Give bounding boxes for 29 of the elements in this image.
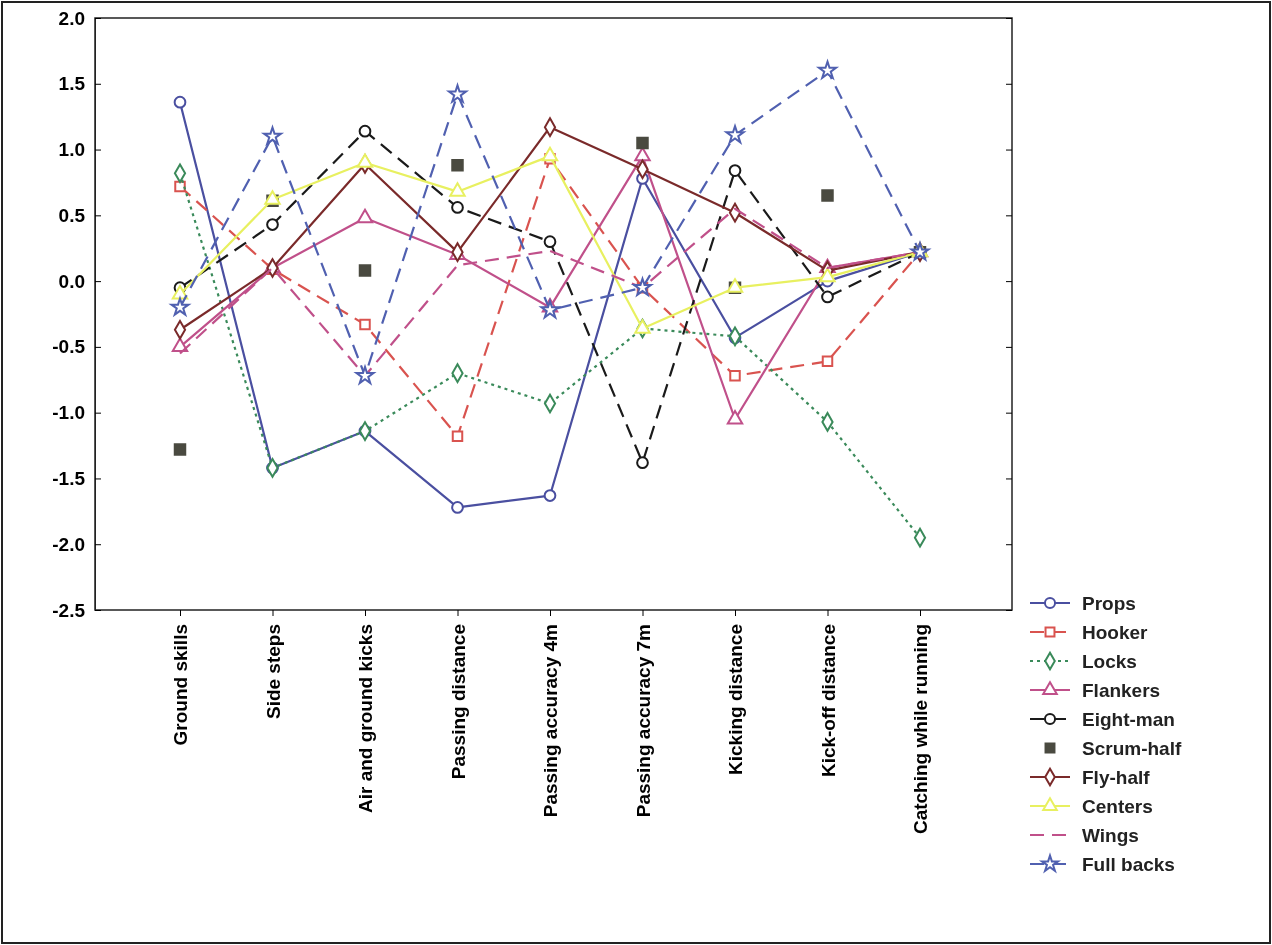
y-tick-label: 1.5 xyxy=(58,73,86,95)
legend-label: Locks xyxy=(1082,650,1137,672)
y-tick-label: 0.0 xyxy=(58,270,85,292)
x-tick-label: Side steps xyxy=(262,624,284,720)
legend-label: Hooker xyxy=(1082,621,1149,643)
legend-label: Scrum-half xyxy=(1082,737,1182,759)
y-tick-label: -2.0 xyxy=(52,533,85,555)
x-tick-label: Passing accuracy 4m xyxy=(540,624,562,818)
x-tick-label: Kick-off distance xyxy=(817,624,839,778)
legend-label: Fly-half xyxy=(1082,766,1151,788)
legend-label: Full backs xyxy=(1082,853,1175,875)
legend-label: Eight-man xyxy=(1082,708,1175,730)
y-tick-label: 1.0 xyxy=(58,139,85,161)
y-tick-label: -0.5 xyxy=(52,336,86,358)
legend-label: Flankers xyxy=(1082,679,1161,701)
y-tick-label: -2.5 xyxy=(52,599,86,621)
legend-label: Props xyxy=(1082,592,1136,614)
y-tick-label: 0.5 xyxy=(58,204,86,226)
y-tick-label: 2.0 xyxy=(58,7,85,29)
legend-label: Centers xyxy=(1082,795,1153,817)
x-tick-label: Ground skills xyxy=(170,624,192,746)
y-tick-label: -1.5 xyxy=(52,468,86,490)
x-tick-label: Kicking distance xyxy=(725,624,747,775)
x-tick-label: Passing distance xyxy=(447,624,469,780)
x-tick-label: Air and ground kicks xyxy=(355,624,377,813)
legend-label: Wings xyxy=(1082,824,1139,846)
x-tick-label: Passing accuracy 7m xyxy=(632,624,654,818)
x-tick-label: Catching while running xyxy=(910,624,932,835)
y-tick-label: -1.0 xyxy=(52,402,85,424)
